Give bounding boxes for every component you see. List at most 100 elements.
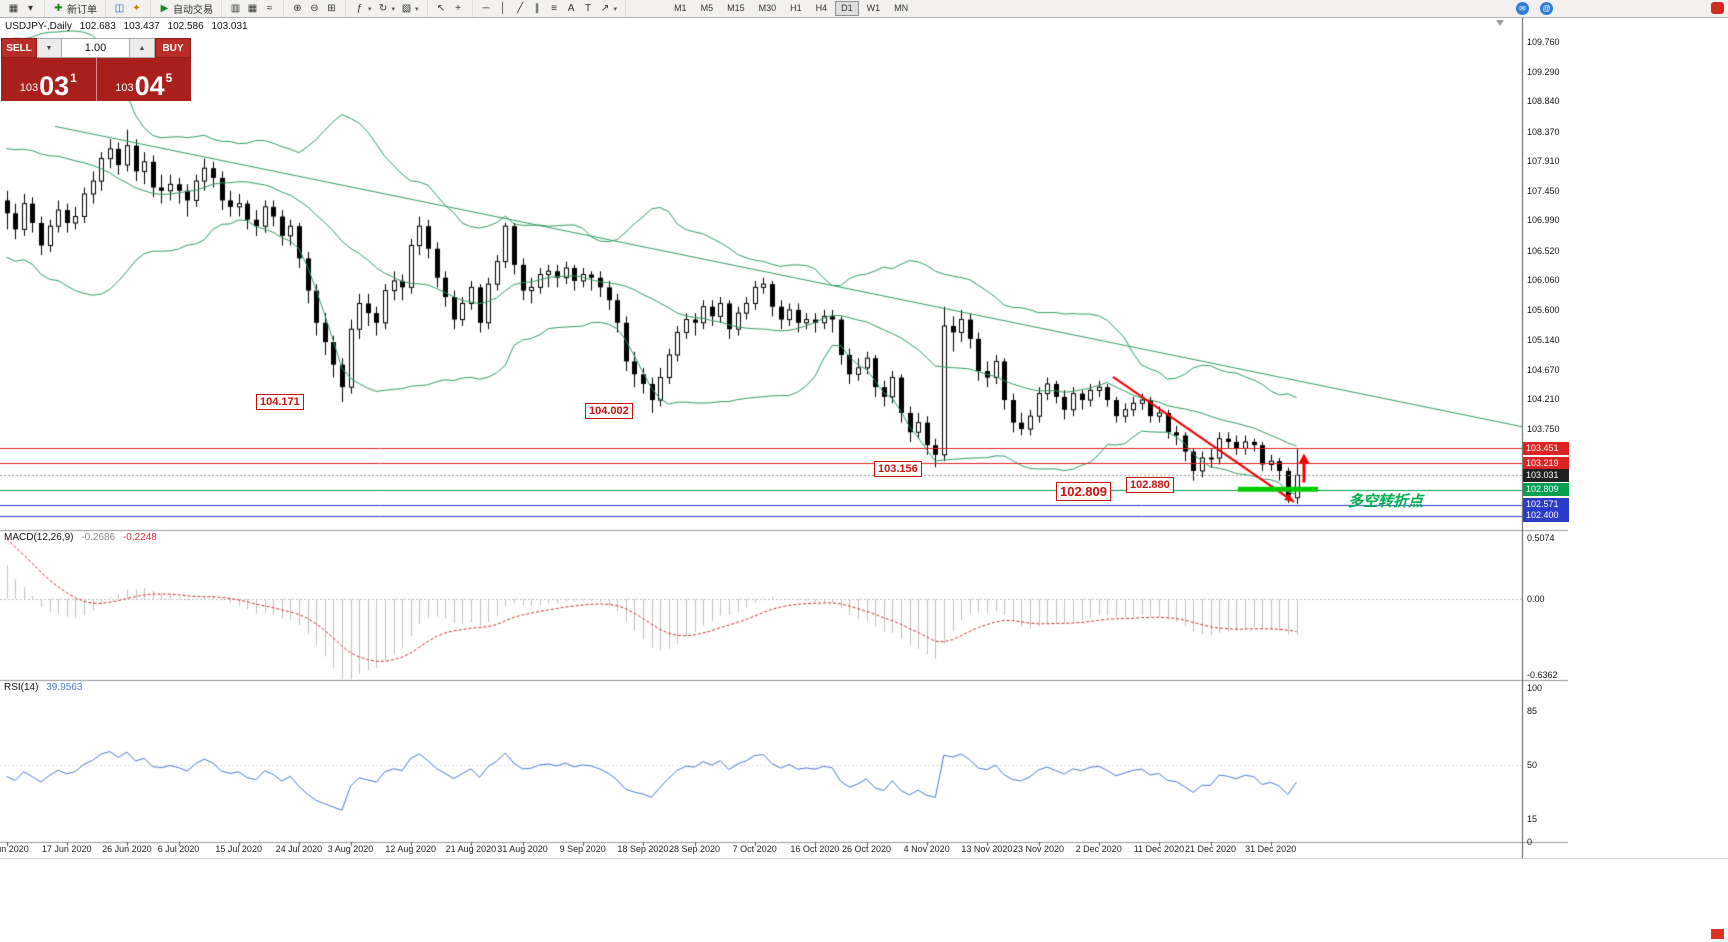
channel-icon-glyph: ∥ [534, 3, 540, 14]
rsi-indicator-label: RSI(14) 39.9563 [4, 682, 87, 693]
fibonacci-icon[interactable]: ≡ [546, 1, 563, 16]
vertical-line-icon-glyph: │ [499, 3, 507, 14]
volume-decrease-button[interactable]: ▼ [37, 38, 62, 58]
toolbar-group: ✚ 新订单 [45, 0, 106, 17]
rsi-name: RSI(14) [4, 682, 39, 693]
sell-price-big: 03 [39, 71, 70, 102]
market-watch-icon[interactable]: ◫ [111, 1, 128, 16]
toolbar-group: ▶ 自动交易 [151, 0, 222, 17]
toolbar: ▦ ▾ ✚ 新订单 ◫ ✦ ▶ 自动交易 ▥ ▦ ≈ ⊕ ⊖ ⊞ ƒ ▾ ↻ ▾ ▧ ▾ ↖ + ─ │ ╱ ∥ ≡ A T ↗ ▾ M1 M5… [0, 0, 1728, 18]
timeframe-w1[interactable]: W1 [866, 3, 881, 13]
indicators-icon[interactable]: ƒ ▾ [351, 1, 375, 16]
toolbar-groups: ▦ ▾ ✚ 新订单 ◫ ✦ ▶ 自动交易 ▥ ▦ ≈ ⊕ ⊖ ⊞ ƒ ▾ ↻ ▾ ▧ ▾ ↖ + ─ │ ╱ ∥ ≡ A T ↗ ▾ M1 M5… [0, 0, 920, 17]
chat-icon[interactable]: @ [1540, 2, 1553, 15]
timeframe-m30[interactable]: M30 [758, 3, 777, 13]
volume-increase-button[interactable]: ▲ [130, 38, 155, 58]
profiles-dropdown-icon-glyph: ▾ [27, 3, 34, 14]
buy-price-big: 04 [134, 71, 165, 102]
sell-price-base: 103 [19, 82, 39, 94]
line-chart-icon-glyph: ≈ [266, 3, 273, 14]
rsi-value: 39.9563 [46, 682, 83, 693]
trendline-icon-glyph: ╱ [517, 3, 524, 14]
toolbar-group: ƒ ▾ ↻ ▾ ▧ ▾ [346, 0, 428, 17]
timeframe-h4[interactable]: H4 [815, 3, 828, 13]
toolbar-right-icons: ✉ @ [1516, 2, 1553, 15]
chart-window-icon-glyph: ▦ [8, 3, 19, 14]
timeframe-h1[interactable]: H1 [790, 3, 802, 13]
channel-icon[interactable]: ∥ [529, 1, 546, 16]
status-indicator [1711, 929, 1724, 939]
ohlc-low: 102.586 [167, 21, 204, 32]
dropdown-arrow-icon[interactable]: ▾ [391, 5, 396, 13]
notification-badge-icon[interactable] [1711, 2, 1724, 14]
vertical-line-icon[interactable]: │ [495, 1, 512, 16]
volume-input[interactable]: 1.00 [62, 38, 130, 58]
zoom-out-icon[interactable]: ⊖ [306, 1, 323, 16]
timeframe-m1[interactable]: M1 [674, 3, 687, 13]
horizontal-line-icon[interactable]: ─ [478, 1, 495, 16]
sell-price-display[interactable]: 103 03 1 [1, 58, 97, 101]
dropdown-arrow-icon[interactable]: ▾ [613, 5, 618, 13]
candlestick-chart-icon-glyph: ▦ [247, 3, 258, 14]
chart-window-icon[interactable]: ▦ [5, 1, 22, 16]
crosshair-icon[interactable]: + [450, 1, 467, 16]
sell-button[interactable]: SELL [1, 38, 37, 58]
autotrading-button-label: 自动交易 [173, 5, 213, 16]
timeframe-mn[interactable]: MN [894, 3, 909, 13]
one-click-trading-panel: SELL ▼ 1.00 ▲ BUY 103 03 1 103 04 5 [1, 38, 191, 101]
market-watch-icon-glyph: ◫ [114, 3, 125, 14]
timeframe-m15[interactable]: M15 [727, 3, 745, 13]
candlestick-chart-icon[interactable]: ▦ [244, 1, 261, 16]
dropdown-arrow-icon[interactable]: ▾ [368, 5, 372, 13]
toolbar-group: ⊕ ⊖ ⊞ [284, 0, 346, 17]
label-icon-glyph: T [584, 3, 592, 14]
tile-windows-icon[interactable]: ⊞ [323, 1, 340, 16]
toolbar-group: ▥ ▦ ≈ [222, 0, 284, 17]
buy-price-display[interactable]: 103 04 5 [96, 58, 191, 102]
dropdown-arrow-icon[interactable]: ▾ [415, 5, 419, 13]
ohlc-high: 103.437 [123, 21, 160, 32]
zoom-out-icon-glyph: ⊖ [310, 3, 319, 14]
buy-price-sup: 5 [165, 71, 173, 85]
cursor-icon-glyph: ↖ [436, 3, 446, 14]
new-order-button[interactable]: ✚ 新订单 [50, 1, 100, 16]
timeframe-m5[interactable]: M5 [700, 3, 714, 13]
tile-windows-icon-glyph: ⊞ [327, 3, 336, 14]
bar-chart-icon-glyph: ▥ [230, 3, 241, 14]
label-icon[interactable]: T [580, 1, 597, 16]
symbol-name: USDJPY-,Daily [5, 21, 72, 32]
fibonacci-icon-glyph: ≡ [551, 3, 557, 14]
chinese-annotation-text[interactable]: 多空转折点 [1348, 493, 1424, 510]
text-icon[interactable]: A [563, 1, 580, 16]
buy-button[interactable]: BUY [155, 38, 191, 58]
ohlc-open: 102.683 [79, 21, 116, 32]
line-chart-icon[interactable]: ≈ [261, 1, 278, 16]
macd-main-value: -0.2686 [81, 532, 116, 543]
zoom-in-icon-glyph: ⊕ [293, 3, 302, 14]
refresh-icon[interactable]: ↻ ▾ [375, 1, 399, 16]
community-icon[interactable]: ✉ [1516, 2, 1529, 15]
timeframe-d1[interactable]: D1 [835, 1, 859, 16]
trendline-icon[interactable]: ╱ [512, 1, 529, 16]
templates-icon-glyph: ▧ [401, 3, 412, 14]
toolbar-group: ◫ ✦ [106, 0, 151, 17]
ohlc-close: 103.031 [211, 21, 248, 32]
new-order-button-label: 新订单 [67, 5, 97, 16]
toolbar-group: ▦ ▾ [0, 0, 45, 17]
zoom-in-icon[interactable]: ⊕ [289, 1, 306, 16]
bar-chart-icon[interactable]: ▥ [227, 1, 244, 16]
autotrading-button[interactable]: ▶ 自动交易 [156, 1, 216, 16]
arrows-icon[interactable]: ↗ ▾ [597, 1, 621, 16]
arrows-icon-glyph: ↗ [600, 3, 610, 14]
cursor-icon[interactable]: ↖ [433, 1, 450, 16]
strategy-tester-icon-glyph: ✦ [132, 3, 141, 14]
strategy-tester-icon[interactable]: ✦ [128, 1, 145, 16]
symbol-ohlc-line: USDJPY-,Daily 102.683 103.437 102.586 10… [5, 21, 253, 32]
toolbar-group: ─ │ ╱ ∥ ≡ A T ↗ ▾ [473, 0, 627, 17]
horizontal-line-icon-glyph: ─ [482, 3, 490, 14]
profiles-dropdown-icon[interactable]: ▾ [22, 1, 39, 16]
templates-icon[interactable]: ▧ ▾ [398, 1, 422, 16]
buy-price-base: 103 [115, 82, 134, 94]
macd-indicator-label: MACD(12,26,9) -0.2686 -0.2248 [4, 532, 162, 543]
